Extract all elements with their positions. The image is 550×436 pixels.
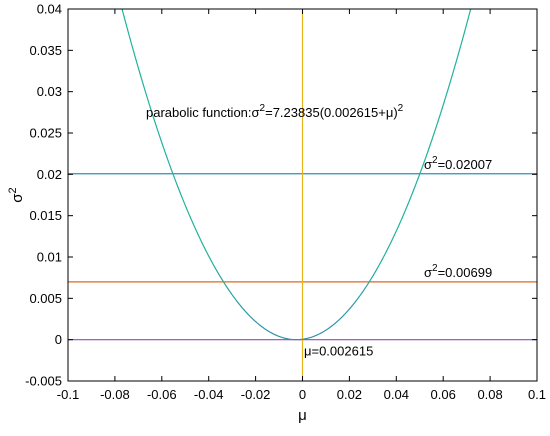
- parabola-curve: [121, 9, 472, 341]
- x-tick-label-5: 0: [299, 387, 306, 402]
- chart-ticks: -0.1 -0.08 -0.06 -0.04 -0.02 0 0.02 0.04 0.06 0.0…: [25, 2, 546, 403]
- x-tick-label-3: -0.04: [194, 387, 224, 402]
- y-tick-label-3: 0.01: [37, 250, 62, 265]
- x-tick-label-8: 0.06: [431, 387, 456, 402]
- x-tick-label-0: -0.1: [57, 387, 79, 402]
- chart-lines: [68, 9, 537, 381]
- chart-curve: [121, 9, 472, 341]
- x-tick-label-6: 0.02: [337, 387, 362, 402]
- y-tick-label-2: 0.005: [29, 291, 62, 306]
- vertex-label: μ=0.002615: [304, 344, 373, 359]
- x-axis-label: μ: [298, 407, 307, 424]
- x-tick-label-10: 0.1: [528, 387, 546, 402]
- x-tick-label-9: 0.08: [477, 387, 502, 402]
- y-tick-label-6: 0.025: [29, 126, 62, 141]
- y-tick-label-9: 0.04: [37, 2, 62, 17]
- y-tick-label-5: 0.02: [37, 167, 62, 182]
- hline-label-0: σ2=0.02007: [424, 155, 492, 172]
- y-tick-label-1: 0: [55, 332, 62, 347]
- y-tick-label-7: 0.03: [37, 84, 62, 99]
- x-tick-label-2: -0.06: [147, 387, 177, 402]
- y-axis-label: σ2: [7, 187, 26, 202]
- y-tick-label-4: 0.015: [29, 208, 62, 223]
- x-tick-label-4: -0.02: [241, 387, 271, 402]
- y-tick-label-0: -0.005: [25, 374, 62, 389]
- x-tick-label-1: -0.08: [100, 387, 130, 402]
- x-tick-label-7: 0.04: [384, 387, 409, 402]
- chart-annotations: μ σ2 parabolic function:σ2=7.23835(0.00261…: [7, 103, 492, 424]
- y-tick-label-8: 0.035: [29, 43, 62, 58]
- hline-label-1: σ2=0.00699: [424, 263, 492, 280]
- parabola-formula-label: parabolic function:σ2=7.23835(0.002615+μ…: [146, 103, 404, 120]
